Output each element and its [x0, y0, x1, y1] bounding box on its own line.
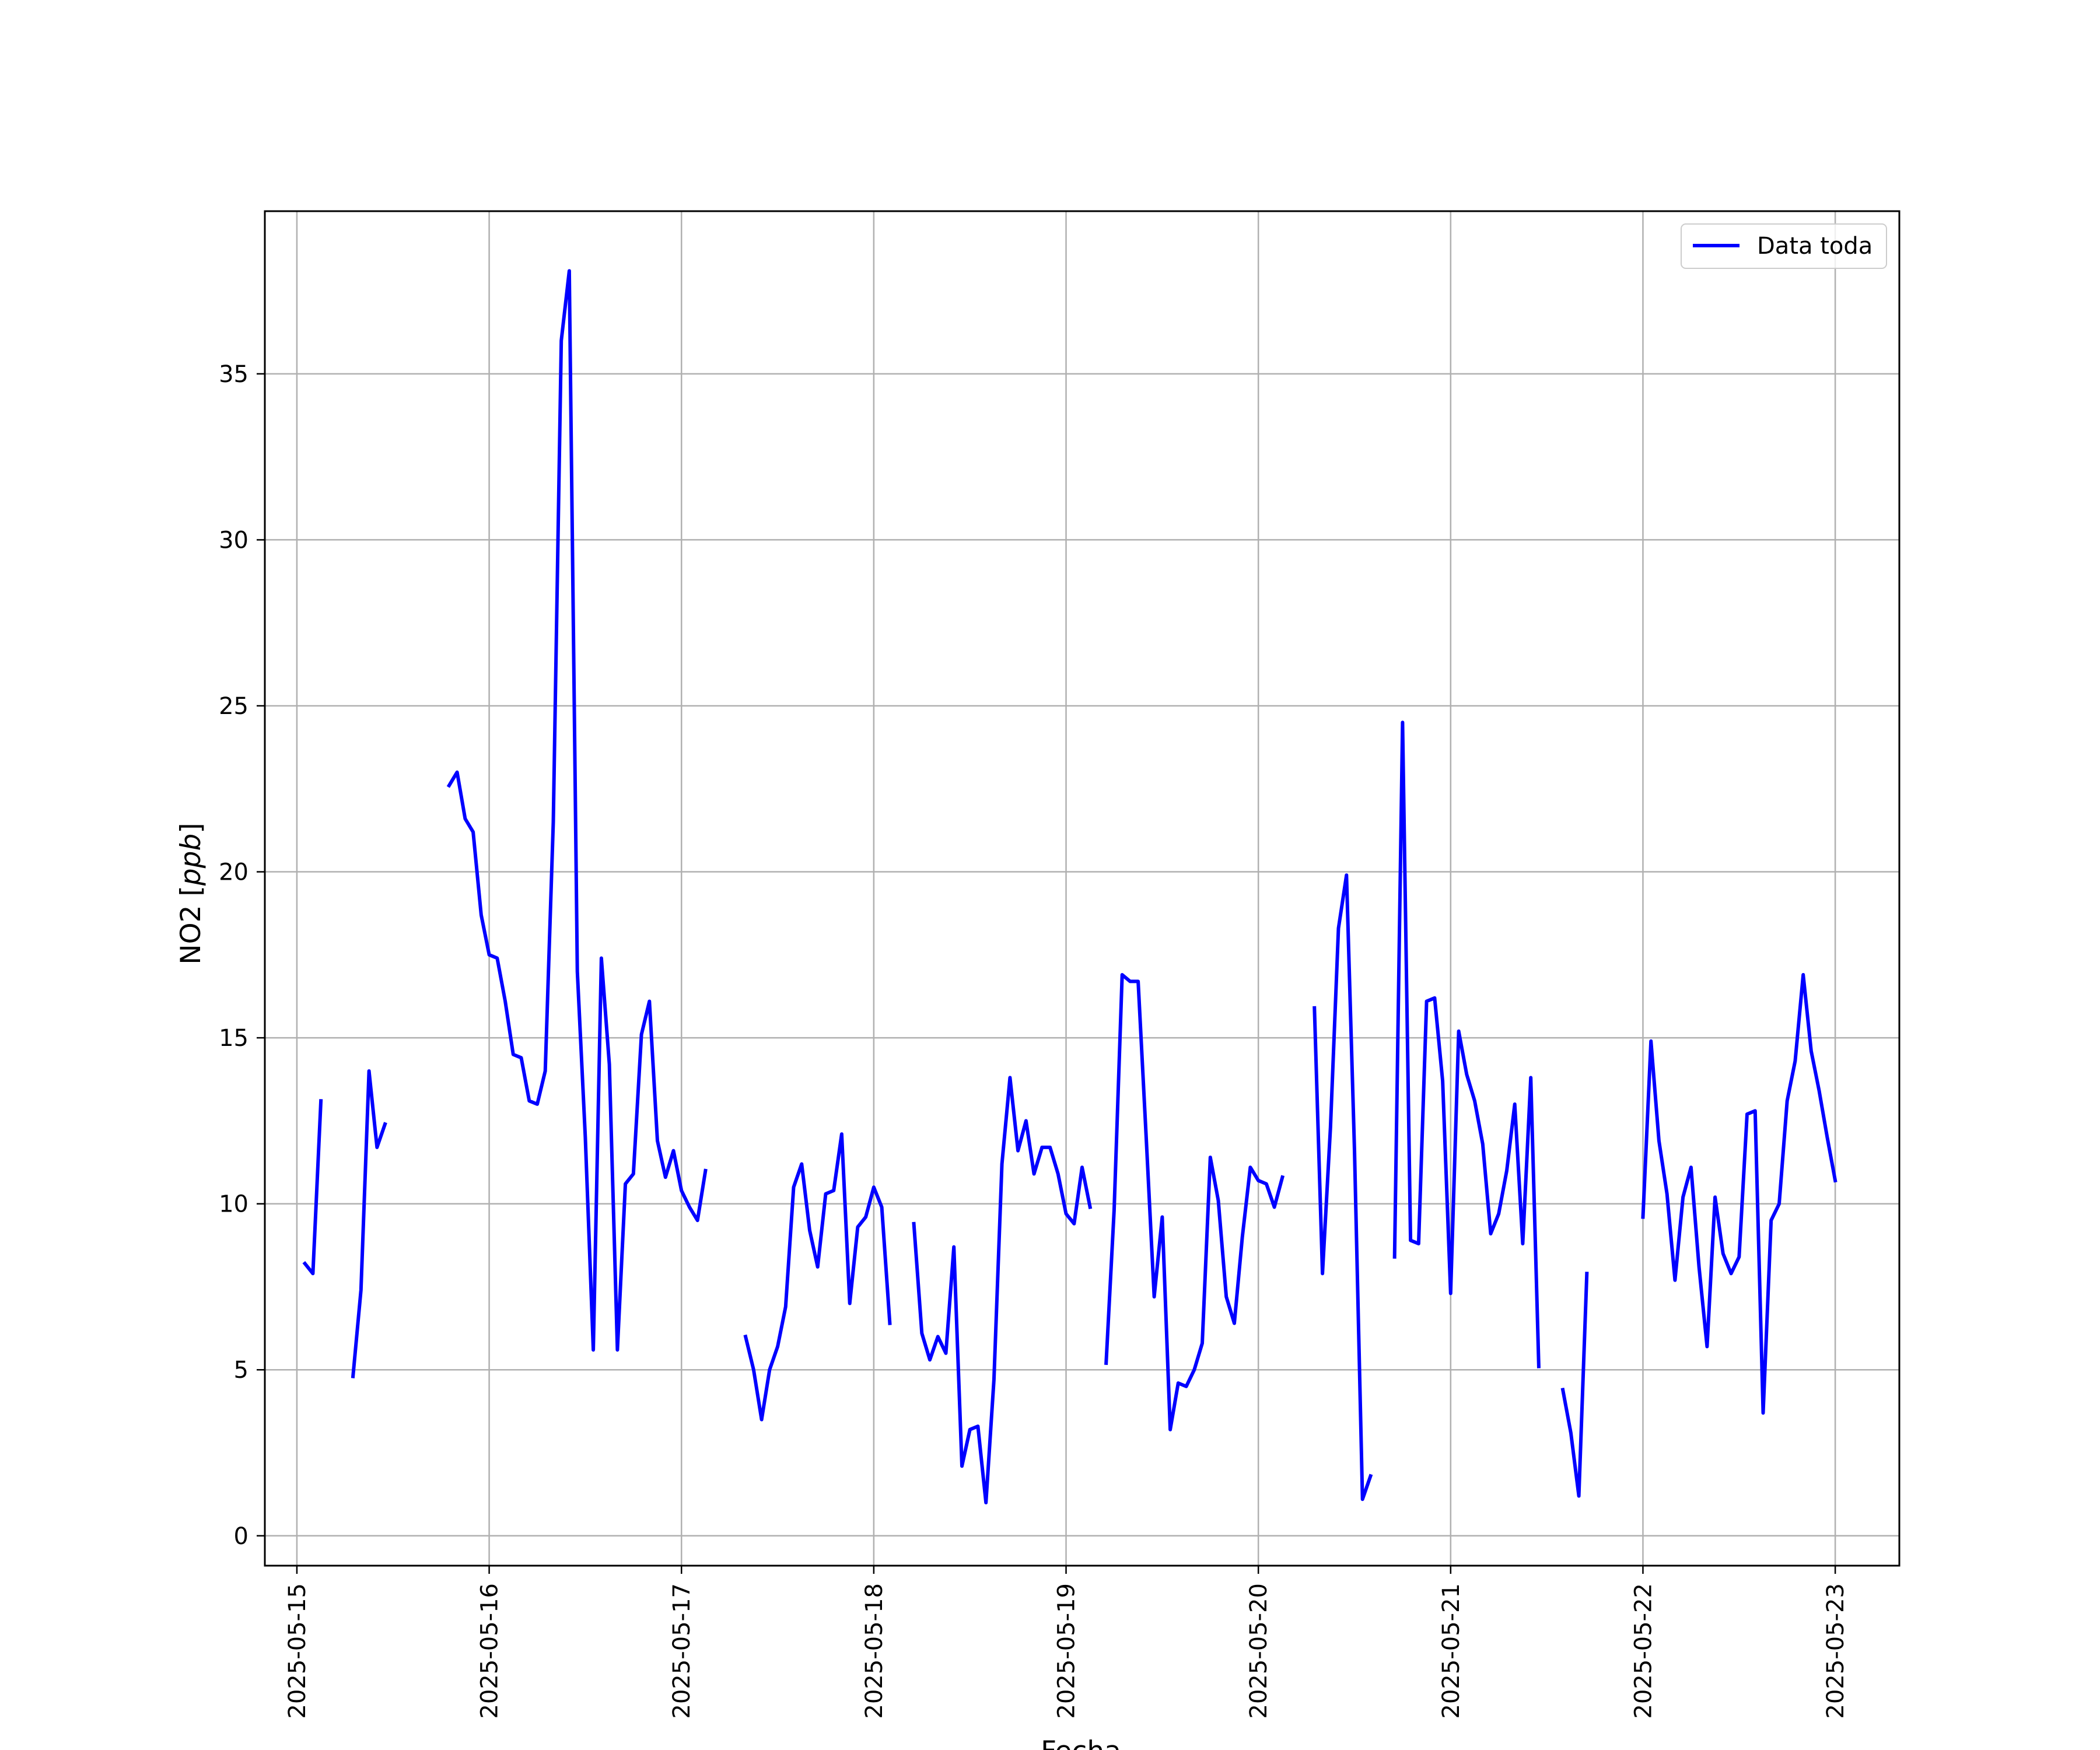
y-tick-label: 20 [219, 859, 249, 886]
y-tick-label: 0 [234, 1523, 249, 1550]
x-tick-label: 2025-05-20 [1245, 1583, 1272, 1718]
y-tick-label: 30 [219, 527, 249, 554]
y-axis-label: NO2 [ppb] [175, 822, 207, 964]
x-tick-label: 2025-05-18 [861, 1583, 888, 1718]
x-tick-label: 2025-05-15 [284, 1583, 311, 1718]
x-tick-label: 2025-05-16 [477, 1583, 503, 1718]
y-tick-label: 35 [219, 361, 249, 388]
grid-lines [265, 211, 1899, 1566]
x-axis-label: Fecha [1041, 1735, 1121, 1750]
legend: Data toda [1681, 223, 1887, 269]
x-tick-label: 2025-05-21 [1438, 1583, 1465, 1718]
x-tick-label: 2025-05-22 [1630, 1583, 1657, 1718]
x-tick-label: 2025-05-23 [1822, 1583, 1849, 1718]
y-axis-ticks: 0 5 10 15 20 25 30 35 [219, 361, 265, 1550]
y-axis-label-suffix: ] [175, 822, 207, 833]
y-tick-label: 25 [219, 693, 249, 720]
y-axis-label-prefix: NO2 [ [175, 886, 207, 964]
legend-entry-data-toda: Data toda [1757, 233, 1873, 260]
y-axis-label-unit: ppb [175, 834, 207, 887]
y-tick-label: 10 [219, 1191, 249, 1218]
series-line-data-toda [302, 269, 1838, 1504]
x-tick-label: 2025-05-19 [1054, 1583, 1080, 1718]
plot-frame [264, 210, 1901, 1567]
series-layer [302, 269, 1838, 1504]
y-tick-label: 15 [219, 1025, 249, 1052]
x-tick-label: 2025-05-17 [668, 1583, 695, 1718]
x-axis-ticks: 2025-05-15 2025-05-16 2025-05-17 2025-05-18… [284, 1566, 1849, 1718]
legend-box [1681, 223, 1887, 269]
y-tick-label: 5 [234, 1357, 249, 1384]
